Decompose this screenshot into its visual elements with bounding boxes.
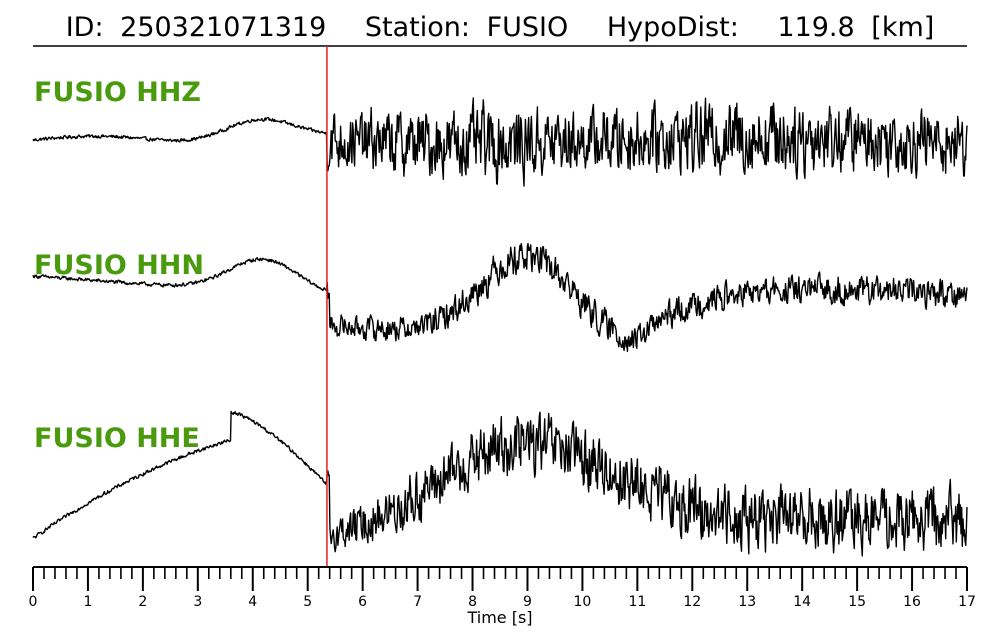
- x-tick-label: 3: [193, 594, 202, 610]
- hypodist-unit: [km]: [871, 12, 934, 43]
- x-tick-label: 17: [958, 594, 976, 610]
- x-tick-label: 15: [848, 594, 866, 610]
- time-axis: 0 1 2 3 4 5 6 7 8 9 10 11 12 13 14 15 16 17: [29, 566, 976, 610]
- channel-label-fusio-hhz: FUSIO HHZ: [34, 77, 201, 108]
- x-tick-label: 5: [303, 594, 312, 610]
- hypodist-value: 119.8: [777, 12, 854, 43]
- hypodist-label: HypoDist:: [607, 12, 739, 43]
- trace-fusio-hhe: [32, 410, 968, 557]
- x-tick-label: 1: [83, 594, 92, 610]
- x-tick-label: 13: [738, 594, 756, 610]
- station-value: FUSIO: [487, 12, 569, 43]
- station-label: Station:: [365, 12, 470, 43]
- x-tick-label: 6: [358, 594, 367, 610]
- id-label: ID:: [66, 12, 104, 43]
- x-tick-label: 11: [628, 594, 646, 610]
- x-tick-label: 14: [793, 594, 811, 610]
- x-tick-label: 2: [138, 594, 147, 610]
- x-tick-label: 8: [468, 594, 477, 610]
- chart-title: ID: 250321071319 Station: FUSIO HypoDist…: [66, 12, 935, 43]
- x-tick-label: 7: [413, 594, 422, 610]
- channel-label-fusio-hhn: FUSIO HHN: [34, 250, 204, 281]
- channel-label-fusio-hhe: FUSIO HHE: [34, 423, 200, 454]
- x-tick-label: 9: [523, 594, 532, 610]
- trace-fusio-hhn: [32, 242, 968, 353]
- channel-labels-group: FUSIO HHZ FUSIO HHN FUSIO HHE: [34, 77, 204, 454]
- x-tick-label: 10: [573, 594, 591, 610]
- id-value: 250321071319: [120, 12, 326, 43]
- x-tick-label: 0: [29, 594, 38, 610]
- x-tick-label: 16: [903, 594, 921, 610]
- x-axis-label: Time [s]: [466, 608, 532, 627]
- traces-group: [32, 97, 968, 557]
- trace-fusio-hhz: [32, 97, 968, 187]
- x-tick-label: 12: [683, 594, 701, 610]
- x-tick-label: 4: [248, 594, 257, 610]
